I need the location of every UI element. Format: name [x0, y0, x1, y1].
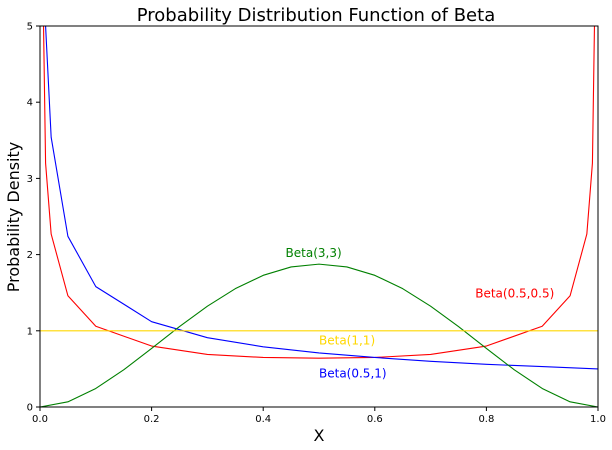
y-tick-label: 5: [27, 22, 33, 33]
series-annotation: Beta(0.5,1): [319, 366, 387, 380]
series-annotation: Beta(1,1): [319, 334, 375, 348]
series-annotation: Beta(3,3): [286, 246, 342, 260]
y-tick-label: 2: [27, 250, 33, 261]
x-tick-label: 0.4: [255, 414, 271, 425]
y-tick-label: 3: [27, 174, 33, 185]
x-tick-label: 0.6: [367, 414, 383, 425]
tick-layer: 0.0 0.2 0.4 0.6 0.8 1.0 0 1 2 3 4 5: [27, 22, 606, 426]
y-axis-label: Probability Density: [4, 142, 23, 293]
x-tick-label: 0.2: [144, 414, 160, 425]
series-line-beta-0-5-0-5: [42, 26, 596, 359]
series-layer: [40, 26, 598, 407]
x-tick-label: 0.0: [32, 414, 48, 425]
x-axis-label: X: [314, 426, 325, 445]
x-tick-label: 1.0: [590, 414, 606, 425]
y-tick-label: 0: [27, 403, 33, 414]
series-line-beta-0-5-1: [45, 26, 598, 370]
chart-title: Probability Distribution Function of Bet…: [137, 5, 495, 26]
x-tick-label: 0.8: [478, 414, 494, 425]
y-tick-label: 1: [27, 326, 33, 337]
series-annotation: Beta(0.5,0.5): [475, 286, 554, 300]
series-line-beta-3-3: [40, 263, 598, 407]
annotation-layer: Beta(3,3) Beta(0.5,0.5) Beta(1,1) Beta(0.5,…: [286, 246, 555, 380]
y-tick-label: 4: [27, 98, 33, 109]
plot-frame: [39, 25, 599, 408]
